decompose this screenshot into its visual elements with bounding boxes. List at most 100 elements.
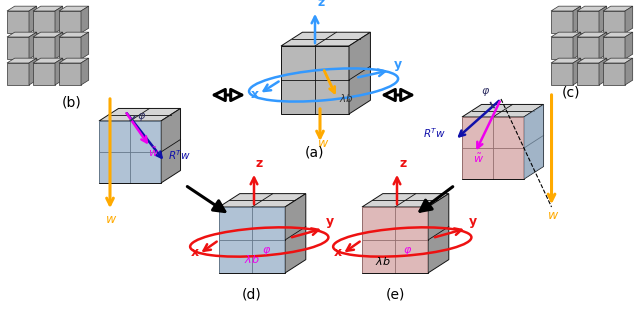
Polygon shape [55,6,63,33]
Text: (a): (a) [305,145,324,159]
Polygon shape [625,58,633,85]
Polygon shape [219,194,306,207]
Text: x: x [191,246,199,259]
Polygon shape [59,58,89,63]
Polygon shape [577,32,607,37]
Polygon shape [7,37,29,59]
Polygon shape [551,63,573,85]
Polygon shape [7,58,36,63]
Polygon shape [603,11,625,33]
Polygon shape [59,37,81,59]
Polygon shape [59,6,89,11]
Text: $\varphi$: $\varphi$ [262,245,271,257]
Polygon shape [603,6,633,11]
Text: $w$: $w$ [317,137,329,150]
Polygon shape [577,37,599,59]
Polygon shape [59,32,89,37]
Text: $\lambda b$: $\lambda b$ [339,92,354,104]
Polygon shape [99,121,161,183]
Polygon shape [603,63,625,85]
Polygon shape [29,58,36,85]
Polygon shape [29,32,36,59]
Polygon shape [551,6,580,11]
Text: x: x [334,246,342,259]
Polygon shape [81,32,89,59]
Polygon shape [281,46,349,114]
Text: $\lambda b$: $\lambda b$ [244,253,260,265]
Polygon shape [7,6,36,11]
Polygon shape [7,63,29,85]
Polygon shape [599,6,607,33]
Polygon shape [81,6,89,33]
Text: $\varphi$: $\varphi$ [403,245,412,257]
Polygon shape [59,11,81,33]
Text: z: z [256,157,263,170]
Polygon shape [33,6,63,11]
Polygon shape [99,121,161,183]
Polygon shape [29,6,36,33]
Polygon shape [573,32,580,59]
Polygon shape [524,104,543,179]
Polygon shape [33,32,63,37]
Polygon shape [99,108,180,121]
Text: (c): (c) [561,86,580,100]
Text: $w$: $w$ [547,209,559,222]
Polygon shape [428,194,449,273]
Polygon shape [573,6,580,33]
Polygon shape [7,11,29,33]
Text: $\varphi$: $\varphi$ [481,86,490,98]
Text: x: x [251,88,259,101]
Polygon shape [462,117,524,179]
Polygon shape [599,58,607,85]
Polygon shape [33,63,55,85]
Polygon shape [551,32,580,37]
Text: y: y [326,215,334,228]
Polygon shape [7,32,36,37]
Polygon shape [462,104,543,117]
Polygon shape [161,108,180,183]
Text: (d): (d) [242,287,262,301]
Polygon shape [285,194,306,273]
Text: $\lambda b$: $\lambda b$ [375,255,390,267]
Polygon shape [81,58,89,85]
Text: $\tilde{w}$: $\tilde{w}$ [148,146,159,159]
Text: z: z [399,157,406,170]
Text: $w$: $w$ [105,213,117,226]
Polygon shape [219,207,285,273]
Text: $R^Tw$: $R^Tw$ [168,148,191,162]
Text: (e): (e) [385,287,404,301]
Polygon shape [362,207,428,273]
Polygon shape [551,11,573,33]
Polygon shape [349,32,371,114]
Polygon shape [33,58,63,63]
Polygon shape [55,32,63,59]
Polygon shape [603,32,633,37]
Polygon shape [577,58,607,63]
Text: y: y [394,58,401,71]
Text: $\varphi$: $\varphi$ [137,111,146,123]
Polygon shape [362,207,428,273]
Polygon shape [219,207,285,273]
Polygon shape [462,117,524,179]
Polygon shape [59,63,81,85]
Text: (b): (b) [62,95,82,109]
Polygon shape [577,11,599,33]
Polygon shape [603,37,625,59]
Polygon shape [577,63,599,85]
Polygon shape [362,194,449,207]
Polygon shape [33,37,55,59]
Polygon shape [573,58,580,85]
Text: $\tilde{w}$: $\tilde{w}$ [473,152,484,165]
Polygon shape [625,32,633,59]
Polygon shape [551,37,573,59]
Polygon shape [524,104,543,179]
Polygon shape [281,32,371,46]
Polygon shape [625,6,633,33]
Polygon shape [603,58,633,63]
Polygon shape [33,11,55,33]
Text: y: y [468,215,477,228]
Text: z: z [317,0,324,9]
Polygon shape [577,6,607,11]
Polygon shape [599,32,607,59]
Polygon shape [55,58,63,85]
